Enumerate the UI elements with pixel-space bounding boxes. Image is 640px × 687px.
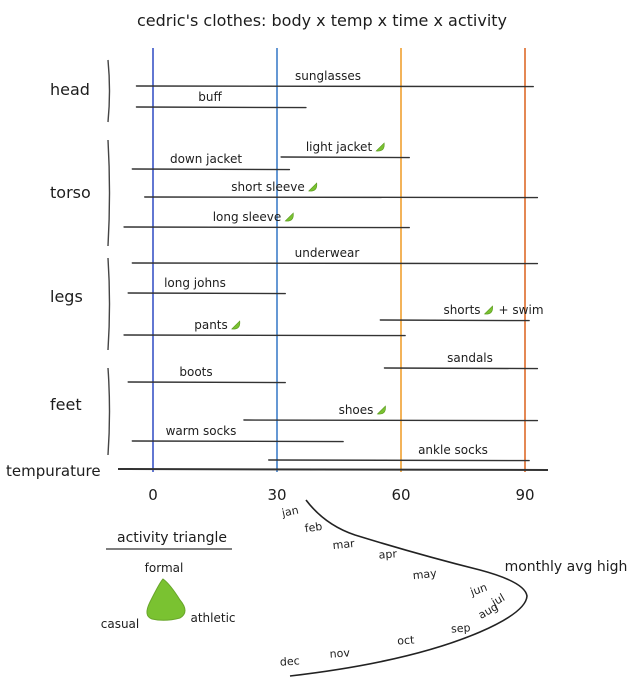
garment-label: warm socks bbox=[166, 424, 237, 438]
activity-marker bbox=[485, 306, 493, 314]
garment-underwear: underwear bbox=[132, 246, 537, 264]
triangle-corner-athletic: athletic bbox=[190, 611, 235, 625]
activity-triangle: activity triangle formal casual athletic bbox=[101, 530, 236, 631]
garment-label: shoes bbox=[339, 403, 374, 417]
garment-range-bar bbox=[132, 263, 537, 264]
garment-label: shorts bbox=[443, 303, 480, 317]
clothes-diagram: cedric's clothes: body x temp x time x a… bbox=[0, 0, 640, 687]
garment-range-bar bbox=[128, 382, 285, 383]
axis-label: tempurature bbox=[6, 462, 101, 480]
monthly-curve bbox=[290, 500, 527, 676]
garment-label: pants bbox=[194, 318, 228, 332]
region-bracket-legs bbox=[108, 258, 110, 350]
garment-warm-socks: warm socks bbox=[132, 424, 343, 442]
garment-label: sunglasses bbox=[295, 69, 361, 83]
monthly-avg-high: monthly avg high janfebmaraprmayjunjulau… bbox=[279, 500, 627, 676]
garment-buff: buff bbox=[136, 90, 305, 108]
activity-marker bbox=[232, 321, 240, 329]
triangle-shape bbox=[147, 579, 185, 620]
garment-label: ankle socks bbox=[418, 443, 488, 457]
region-label-head: head bbox=[50, 80, 90, 99]
region-label-legs: legs bbox=[50, 287, 83, 306]
garment-range-bar bbox=[281, 157, 409, 158]
month-sep: sep bbox=[451, 621, 471, 635]
month-feb: feb bbox=[304, 520, 323, 535]
garment-range-bar bbox=[136, 86, 533, 87]
garment-range-bar bbox=[132, 169, 289, 170]
garment-ankle-socks: ankle socks bbox=[269, 443, 529, 461]
month-dec: dec bbox=[279, 654, 300, 668]
garment-shorts-swim: shorts + swim bbox=[380, 303, 543, 321]
region-bracket-feet bbox=[108, 368, 110, 455]
axis-tick-30: 30 bbox=[267, 486, 286, 504]
garment-sunglasses: sunglasses bbox=[136, 69, 533, 87]
garment-long-sleeve: long sleeve bbox=[124, 210, 409, 228]
garment-label: down jacket bbox=[170, 152, 242, 166]
activity-marker bbox=[377, 406, 385, 414]
garment-range-bar bbox=[136, 107, 305, 108]
garment-short-sleeve: short sleeve bbox=[145, 180, 538, 198]
garment-label: long sleeve bbox=[213, 210, 282, 224]
region-label-feet: feet bbox=[50, 395, 82, 414]
diagram-title: cedric's clothes: body x temp x time x a… bbox=[137, 11, 507, 30]
month-oct: oct bbox=[397, 633, 416, 647]
month-apr: apr bbox=[378, 547, 398, 561]
activity-marker bbox=[309, 183, 317, 191]
garment-sandals: sandals bbox=[384, 351, 537, 369]
garment-long-johns: long johns bbox=[128, 276, 285, 294]
garment-label: underwear bbox=[295, 246, 360, 260]
garment-suffix: + swim bbox=[499, 303, 544, 317]
garment-boots: boots bbox=[128, 365, 285, 383]
month-mar: mar bbox=[332, 537, 356, 552]
activity-triangle-title: activity triangle bbox=[117, 530, 227, 546]
axis-tick-60: 60 bbox=[391, 486, 410, 504]
garment-label: short sleeve bbox=[231, 180, 305, 194]
month-may: may bbox=[412, 567, 438, 582]
triangle-corner-casual: casual bbox=[101, 617, 140, 631]
month-jun: jun bbox=[468, 581, 489, 599]
region-bracket-head bbox=[108, 60, 110, 122]
garment-label: buff bbox=[198, 90, 222, 104]
garment-range-bar bbox=[124, 335, 405, 336]
garment-range-bar bbox=[145, 197, 538, 198]
garment-down-jacket: down jacket bbox=[132, 152, 289, 170]
region-bracket-torso bbox=[108, 140, 110, 246]
axis-tick-90: 90 bbox=[515, 486, 534, 504]
garment-range-bar bbox=[132, 441, 343, 442]
region-label-torso: torso bbox=[50, 183, 91, 202]
garment-ranges: sunglasses buff light jacket down jacket sho… bbox=[124, 69, 543, 461]
garment-range-bar bbox=[244, 420, 537, 421]
month-jan: jan bbox=[280, 503, 300, 519]
triangle-corner-formal: formal bbox=[145, 561, 184, 575]
axis-tick-0: 0 bbox=[148, 486, 158, 504]
garment-label: long johns bbox=[164, 276, 226, 290]
garment-range-bar bbox=[128, 293, 285, 294]
garment-label: light jacket bbox=[306, 140, 373, 154]
garment-label: boots bbox=[179, 365, 212, 379]
garment-pants: pants bbox=[124, 318, 405, 336]
monthly-label: monthly avg high bbox=[505, 559, 628, 575]
axis-line bbox=[118, 469, 548, 470]
garment-shoes: shoes bbox=[244, 403, 537, 421]
garment-range-bar bbox=[124, 227, 409, 228]
garment-range-bar bbox=[269, 460, 529, 461]
garment-range-bar bbox=[384, 368, 537, 369]
activity-marker bbox=[376, 143, 384, 151]
month-nov: nov bbox=[329, 646, 351, 660]
activity-marker bbox=[285, 213, 293, 221]
body-regions: head torso legs feet bbox=[50, 60, 110, 455]
garment-light-jacket: light jacket bbox=[281, 140, 409, 158]
garment-range-bar bbox=[380, 320, 529, 321]
garment-label: sandals bbox=[447, 351, 493, 365]
